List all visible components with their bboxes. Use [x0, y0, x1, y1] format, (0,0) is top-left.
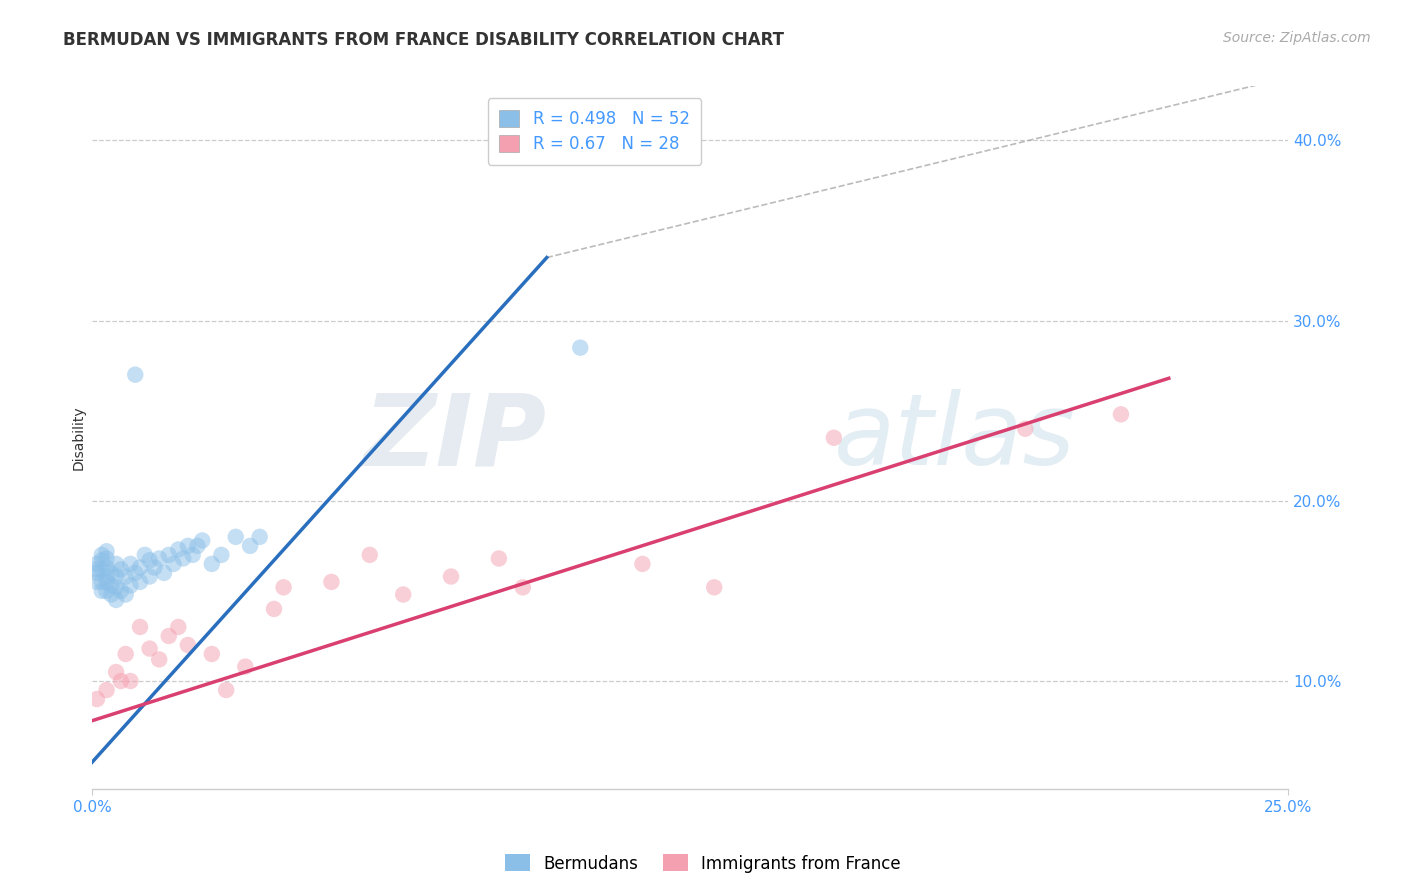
- Y-axis label: Disability: Disability: [72, 406, 86, 470]
- Point: [124, 368, 146, 382]
- Point: [90, 562, 112, 576]
- Point: [215, 683, 238, 698]
- Point: [569, 341, 592, 355]
- Point: [96, 551, 118, 566]
- Point: [96, 583, 118, 598]
- Legend: R = 0.498   N = 52, R = 0.67   N = 28: R = 0.498 N = 52, R = 0.67 N = 28: [488, 98, 702, 164]
- Point: [823, 431, 845, 445]
- Point: [440, 569, 463, 583]
- Point: [86, 557, 108, 571]
- Point: [90, 548, 112, 562]
- Point: [96, 560, 118, 574]
- Point: [86, 562, 108, 576]
- Text: Source: ZipAtlas.com: Source: ZipAtlas.com: [1223, 31, 1371, 45]
- Point: [96, 683, 118, 698]
- Point: [110, 583, 132, 598]
- Point: [124, 566, 146, 580]
- Point: [120, 673, 142, 688]
- Point: [201, 557, 224, 571]
- Point: [90, 583, 112, 598]
- Point: [114, 569, 136, 583]
- Point: [96, 544, 118, 558]
- Point: [162, 557, 184, 571]
- Point: [114, 647, 136, 661]
- Point: [148, 551, 170, 566]
- Point: [120, 578, 142, 592]
- Point: [263, 602, 285, 616]
- Point: [167, 620, 190, 634]
- Point: [1109, 407, 1132, 421]
- Point: [100, 566, 122, 580]
- Point: [105, 665, 128, 679]
- Point: [153, 566, 176, 580]
- Point: [114, 588, 136, 602]
- Point: [512, 580, 534, 594]
- Point: [86, 566, 108, 580]
- Point: [488, 551, 510, 566]
- Point: [148, 652, 170, 666]
- Text: atlas: atlas: [834, 389, 1076, 486]
- Point: [105, 557, 128, 571]
- Point: [703, 580, 725, 594]
- Point: [120, 557, 142, 571]
- Point: [177, 638, 200, 652]
- Point: [181, 548, 204, 562]
- Point: [239, 539, 262, 553]
- Point: [1014, 422, 1036, 436]
- Point: [143, 560, 166, 574]
- Point: [321, 574, 343, 589]
- Point: [110, 562, 132, 576]
- Point: [105, 569, 128, 583]
- Point: [96, 569, 118, 583]
- Point: [225, 530, 247, 544]
- Point: [138, 641, 160, 656]
- Point: [110, 673, 132, 688]
- Point: [186, 539, 208, 553]
- Text: BERMUDAN VS IMMIGRANTS FROM FRANCE DISABILITY CORRELATION CHART: BERMUDAN VS IMMIGRANTS FROM FRANCE DISAB…: [63, 31, 785, 49]
- Point: [359, 548, 381, 562]
- Point: [209, 548, 232, 562]
- Point: [105, 580, 128, 594]
- Point: [90, 553, 112, 567]
- Point: [129, 574, 152, 589]
- Text: ZIP: ZIP: [364, 389, 547, 486]
- Point: [631, 557, 654, 571]
- Point: [273, 580, 295, 594]
- Point: [90, 574, 112, 589]
- Point: [167, 542, 190, 557]
- Point: [134, 548, 156, 562]
- Point: [201, 647, 224, 661]
- Point: [157, 548, 180, 562]
- Point: [249, 530, 271, 544]
- Point: [138, 569, 160, 583]
- Point: [86, 574, 108, 589]
- Point: [86, 692, 108, 706]
- Point: [105, 593, 128, 607]
- Point: [100, 578, 122, 592]
- Point: [233, 659, 256, 673]
- Point: [100, 588, 122, 602]
- Point: [157, 629, 180, 643]
- Point: [129, 560, 152, 574]
- Legend: Bermudans, Immigrants from France: Bermudans, Immigrants from France: [498, 847, 908, 880]
- Point: [392, 588, 415, 602]
- Point: [191, 533, 214, 548]
- Point: [177, 539, 200, 553]
- Point: [138, 553, 160, 567]
- Point: [172, 551, 194, 566]
- Point: [129, 620, 152, 634]
- Point: [96, 574, 118, 589]
